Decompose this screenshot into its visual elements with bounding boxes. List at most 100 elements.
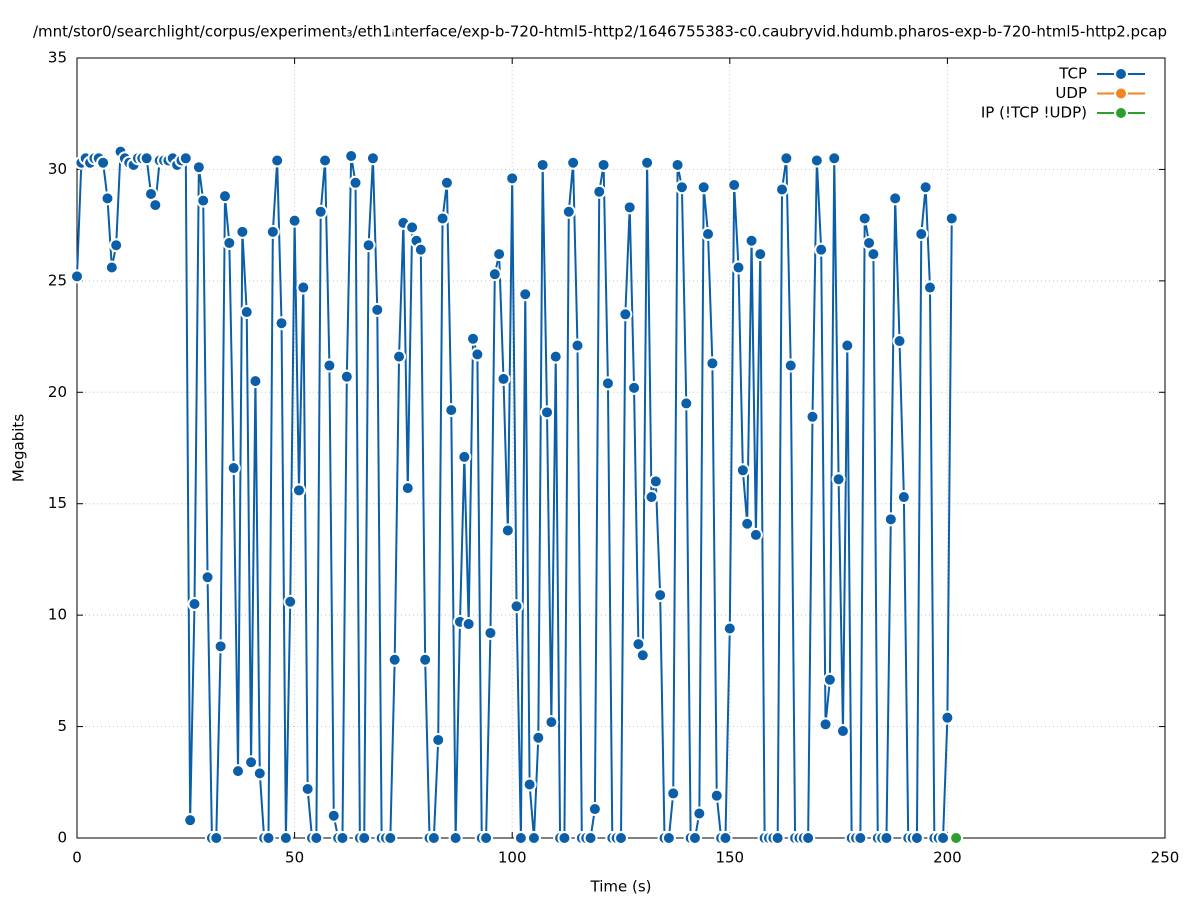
data-point xyxy=(827,151,842,166)
data-point xyxy=(483,625,498,640)
data-point xyxy=(278,831,293,845)
data-point xyxy=(296,280,311,295)
data-point xyxy=(696,180,711,195)
data-point xyxy=(435,211,450,226)
data-point xyxy=(252,766,267,781)
data-point xyxy=(661,831,676,845)
data-point xyxy=(466,331,481,346)
data-point xyxy=(513,831,528,845)
legend-label: IP (!TCP !UDP) xyxy=(981,104,1087,122)
data-point xyxy=(805,409,820,424)
data-point xyxy=(500,523,515,538)
data-point xyxy=(853,831,868,845)
legend-label: TCP xyxy=(1058,65,1087,83)
data-point xyxy=(239,305,254,320)
data-point xyxy=(505,171,520,186)
data-point xyxy=(222,235,237,250)
data-point xyxy=(370,302,385,317)
data-point xyxy=(535,157,550,172)
legend-label: UDP xyxy=(1055,84,1087,102)
data-point xyxy=(344,149,359,164)
data-point xyxy=(392,349,407,364)
data-point xyxy=(753,247,768,262)
data-point xyxy=(492,247,507,262)
data-point xyxy=(183,813,198,828)
data-point xyxy=(139,151,154,166)
data-point xyxy=(709,788,724,803)
data-point xyxy=(653,588,668,603)
data-point xyxy=(326,808,341,823)
data-point xyxy=(922,280,937,295)
data-point xyxy=(801,831,816,845)
data-point xyxy=(318,153,333,168)
data-point xyxy=(835,724,850,739)
data-point xyxy=(313,204,328,219)
data-point xyxy=(283,594,298,609)
data-point xyxy=(748,527,763,542)
data-point xyxy=(426,831,441,845)
data-point xyxy=(644,490,659,505)
data-point xyxy=(674,180,689,195)
legend-marker xyxy=(1114,86,1128,101)
data-point xyxy=(770,831,785,845)
data-point xyxy=(822,672,837,687)
data-point xyxy=(740,516,755,531)
data-point xyxy=(231,764,246,779)
x-tick-label: 0 xyxy=(72,849,82,867)
data-point xyxy=(261,831,276,845)
data-point xyxy=(540,405,555,420)
data-point xyxy=(526,831,541,845)
data-point xyxy=(679,396,694,411)
data-point xyxy=(196,193,211,208)
data-point xyxy=(879,831,894,845)
data-point xyxy=(731,260,746,275)
data-point xyxy=(361,238,376,253)
data-point xyxy=(561,204,576,219)
data-point xyxy=(226,461,241,476)
data-point xyxy=(274,316,289,331)
y-tick-label: 0 xyxy=(57,829,67,847)
data-point xyxy=(96,155,111,170)
data-point xyxy=(666,786,681,801)
y-tick-label: 5 xyxy=(57,717,67,735)
data-point xyxy=(405,220,420,235)
data-point xyxy=(309,831,324,845)
data-point xyxy=(479,831,494,845)
data-point xyxy=(544,715,559,730)
data-point xyxy=(357,831,372,845)
data-point xyxy=(892,334,907,349)
data-point xyxy=(322,358,337,373)
data-point xyxy=(287,213,302,228)
y-tick-label: 35 xyxy=(48,49,67,67)
data-point xyxy=(918,180,933,195)
data-point xyxy=(940,710,955,725)
y-tick-label: 20 xyxy=(48,383,67,401)
data-point xyxy=(148,198,163,213)
data-point xyxy=(217,189,232,204)
y-tick-label: 10 xyxy=(48,606,67,624)
data-point xyxy=(640,155,655,170)
data-point xyxy=(648,474,663,489)
data-point xyxy=(191,160,206,175)
data-point xyxy=(722,621,737,636)
data-point xyxy=(235,224,250,239)
y-tick-label: 25 xyxy=(48,271,67,289)
data-point xyxy=(400,481,415,496)
data-point xyxy=(209,831,224,845)
data-point xyxy=(866,247,881,262)
data-point xyxy=(383,831,398,845)
data-point xyxy=(587,802,602,817)
data-point xyxy=(814,242,829,257)
data-point xyxy=(727,178,742,193)
data-point xyxy=(548,349,563,364)
data-point xyxy=(775,182,790,197)
x-tick-label: 100 xyxy=(498,849,527,867)
data-point xyxy=(70,269,84,284)
y-tick-label: 30 xyxy=(48,160,67,178)
y-axis-label: Megabits xyxy=(10,414,28,482)
data-point xyxy=(448,831,463,845)
data-point xyxy=(444,403,459,418)
data-point xyxy=(522,777,537,792)
data-point xyxy=(431,732,446,747)
data-point xyxy=(735,463,750,478)
